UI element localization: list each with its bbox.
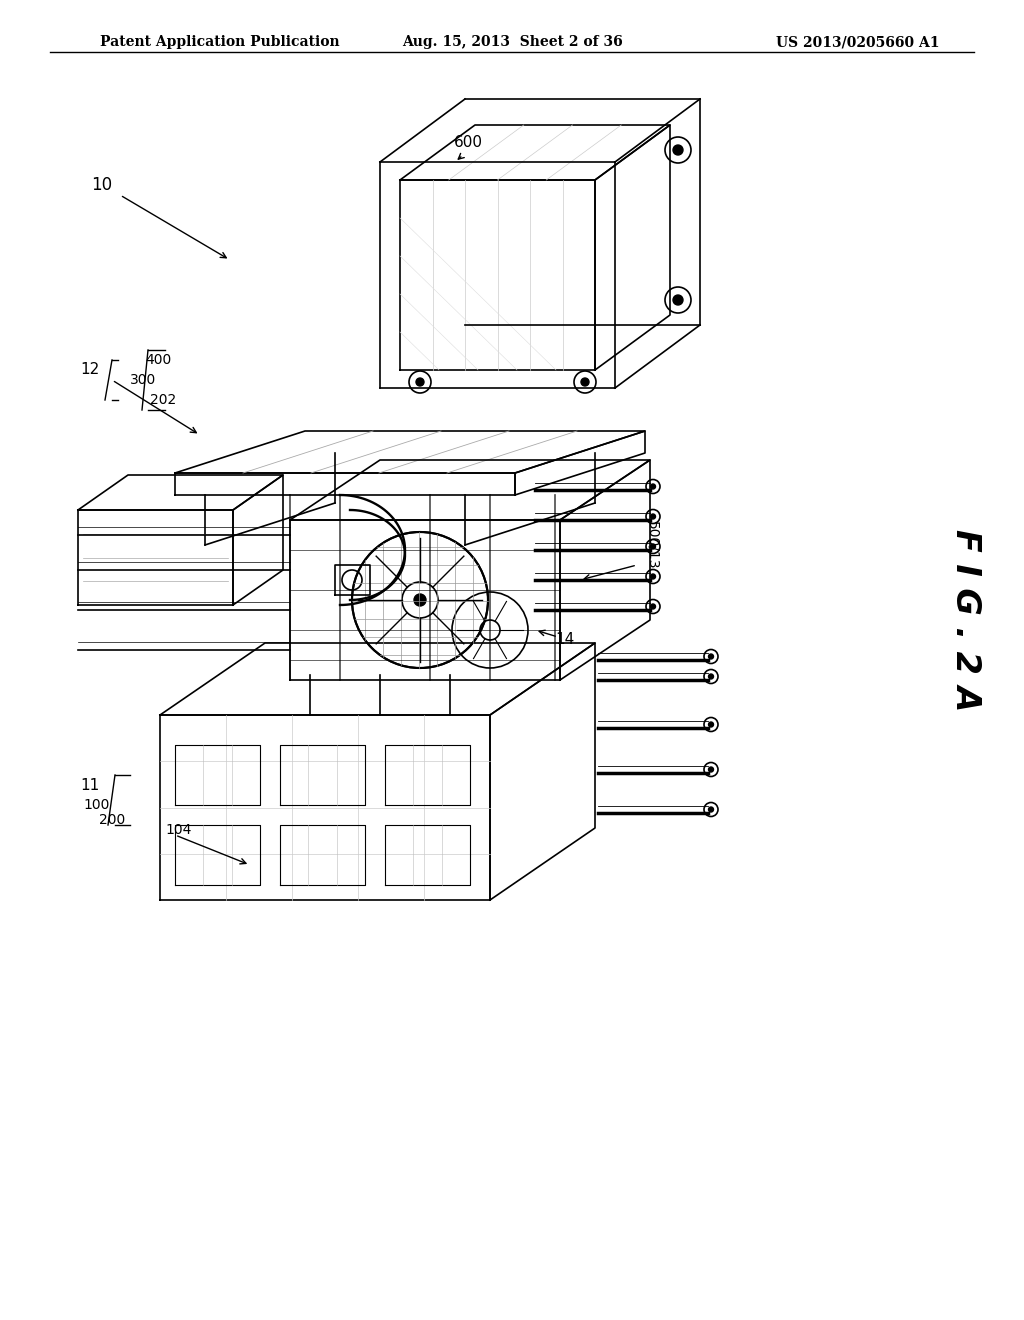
Text: 400: 400 bbox=[145, 352, 171, 367]
Text: 11: 11 bbox=[81, 777, 100, 792]
Text: US 2013/0205660 A1: US 2013/0205660 A1 bbox=[776, 36, 940, 49]
Circle shape bbox=[673, 294, 683, 305]
Text: 200: 200 bbox=[98, 813, 125, 828]
Circle shape bbox=[709, 767, 714, 772]
Circle shape bbox=[709, 653, 714, 659]
Text: 600: 600 bbox=[454, 135, 482, 150]
Circle shape bbox=[709, 675, 714, 678]
Text: Aug. 15, 2013  Sheet 2 of 36: Aug. 15, 2013 Sheet 2 of 36 bbox=[401, 36, 623, 49]
Circle shape bbox=[650, 544, 655, 549]
Circle shape bbox=[709, 722, 714, 727]
Text: 500/13: 500/13 bbox=[645, 521, 659, 569]
Text: 14: 14 bbox=[555, 632, 574, 648]
Text: 100: 100 bbox=[84, 799, 110, 812]
Circle shape bbox=[416, 378, 424, 385]
Circle shape bbox=[414, 594, 426, 606]
Text: F I G . 2 A: F I G . 2 A bbox=[948, 529, 981, 711]
Circle shape bbox=[650, 574, 655, 579]
Text: 12: 12 bbox=[81, 363, 100, 378]
Circle shape bbox=[650, 513, 655, 519]
Circle shape bbox=[650, 484, 655, 488]
Circle shape bbox=[581, 378, 589, 385]
Circle shape bbox=[709, 807, 714, 812]
Text: 300: 300 bbox=[130, 374, 157, 387]
Circle shape bbox=[650, 605, 655, 609]
Text: 202: 202 bbox=[150, 393, 176, 407]
Circle shape bbox=[673, 145, 683, 154]
Text: 10: 10 bbox=[91, 176, 112, 194]
Text: 104: 104 bbox=[165, 822, 191, 837]
Text: Patent Application Publication: Patent Application Publication bbox=[100, 36, 340, 49]
